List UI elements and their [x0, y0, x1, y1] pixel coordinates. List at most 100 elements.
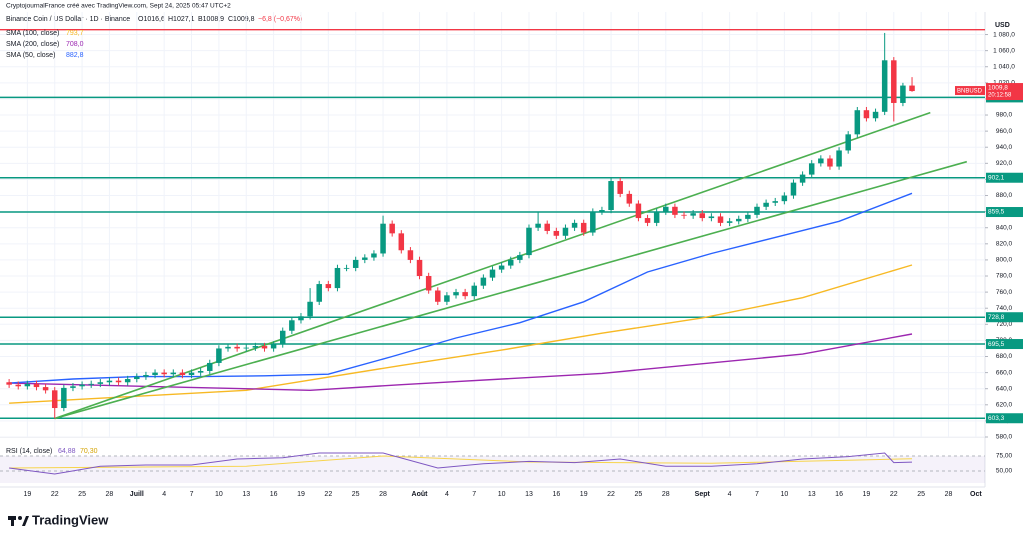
- y-tick-label: 660,0: [996, 369, 1013, 376]
- y-tick-label: 980,0: [996, 112, 1013, 119]
- price-tag-label: 1009,8: [988, 84, 1008, 91]
- ohlc-open: O1016,6: [138, 16, 165, 23]
- candle-body: [562, 227, 569, 236]
- candle-body: [799, 174, 806, 183]
- candle-body: [891, 60, 897, 103]
- candle-body: [6, 382, 12, 385]
- sma-line: [9, 264, 913, 404]
- candle-body: [535, 223, 541, 228]
- x-tick-label: 28: [106, 491, 114, 498]
- x-tick-label: 25: [917, 491, 925, 498]
- candle-body: [380, 223, 386, 254]
- candle-body: [289, 320, 295, 331]
- ohlc-change: −6,8 (−0,67%): [258, 16, 302, 23]
- x-tick-label: 7: [755, 491, 759, 498]
- level-tag-label: 859,5: [988, 209, 1005, 216]
- candle-body: [836, 150, 842, 167]
- candle-body: [672, 206, 678, 215]
- level-tag: [986, 339, 1023, 350]
- legend-label: SMA (200, close): [6, 41, 59, 48]
- candle-body: [900, 85, 906, 103]
- candle-body: [608, 181, 614, 211]
- candle-body: [699, 213, 706, 219]
- watermark: CryptojournalFrance créé avec TradingVie…: [6, 3, 231, 10]
- candle-body: [553, 230, 560, 236]
- plot-area: [0, 12, 985, 437]
- level-tag-label: 695,5: [988, 341, 1005, 348]
- candle-body: [398, 233, 405, 251]
- sma-line: [9, 333, 913, 392]
- x-tick-label: 19: [863, 491, 871, 498]
- x-tick-label: Juill: [130, 491, 144, 498]
- x-tick-label: 28: [945, 491, 953, 498]
- y-tick-label: 920,0: [996, 160, 1013, 167]
- price-tag: [955, 86, 985, 96]
- candle-body: [571, 222, 578, 228]
- candle-body: [161, 372, 167, 375]
- candle-body: [726, 221, 733, 223]
- candle-body: [818, 158, 824, 164]
- candle-body: [745, 214, 751, 219]
- price-tag: [986, 83, 1023, 101]
- y-tick-label: 760,0: [996, 289, 1013, 296]
- candle-body: [599, 210, 605, 212]
- y-tick-label: 620,0: [996, 402, 1013, 409]
- y-tick-label: 1 080,0: [993, 31, 1015, 38]
- candle-body: [863, 110, 870, 119]
- candle-body: [462, 292, 468, 297]
- candle-body: [626, 193, 633, 204]
- rsi-line: [9, 452, 913, 475]
- y-tick-label: 1 040,0: [993, 63, 1015, 70]
- candle-body: [24, 383, 31, 387]
- candle-body: [279, 330, 286, 345]
- level-tag: [986, 172, 1023, 183]
- legend-label: SMA (100, close): [6, 30, 59, 37]
- candle-body: [197, 370, 204, 373]
- legend-label: SMA (50, close): [6, 52, 55, 59]
- candle-body: [188, 372, 195, 376]
- candle-body: [489, 269, 496, 278]
- x-tick-label: 22: [324, 491, 332, 498]
- x-tick-label: Août: [412, 491, 429, 498]
- candle-body: [88, 383, 94, 385]
- candle-body: [316, 284, 322, 302]
- candle-body: [617, 181, 623, 194]
- candle-body: [663, 206, 669, 212]
- candle-body: [134, 376, 140, 380]
- x-tick-label: 16: [835, 491, 843, 498]
- candle-body: [453, 292, 459, 296]
- candle-body: [307, 301, 313, 317]
- ohlc-close: C1009,8: [228, 16, 255, 23]
- x-tick-label: Oct: [970, 491, 982, 498]
- x-tick-label: Sept: [695, 491, 711, 498]
- candle-body: [407, 250, 414, 260]
- x-tick-label: 19: [23, 491, 31, 498]
- legend-value: 793,7: [66, 30, 84, 37]
- y-tick-label: 940,0: [996, 144, 1013, 151]
- candle-body: [371, 253, 377, 258]
- price-tag-symbol: BNBUSD: [957, 89, 983, 95]
- legend-value: 708,0: [66, 41, 84, 48]
- candle-body: [343, 267, 350, 269]
- candle-body: [298, 316, 304, 321]
- brand: TradingView: [32, 512, 109, 527]
- candle-body: [781, 195, 788, 202]
- candle-body: [708, 216, 715, 219]
- x-tick-label: 25: [635, 491, 643, 498]
- candle-body: [170, 372, 177, 375]
- candle-body: [425, 276, 432, 291]
- candle-body: [681, 214, 687, 216]
- brand-logo: [8, 516, 29, 526]
- candle-body: [881, 60, 888, 112]
- x-tick-label: 13: [242, 491, 250, 498]
- sma-line: [9, 192, 913, 384]
- rsi-tick-label: 75,00: [996, 453, 1013, 460]
- x-tick-label: 28: [662, 491, 670, 498]
- x-tick-label: 13: [525, 491, 533, 498]
- candle-body: [827, 158, 833, 167]
- level-tag-label: 902,1: [988, 174, 1005, 181]
- x-tick-label: 10: [780, 491, 788, 498]
- candle-body: [124, 379, 131, 383]
- candle-body: [33, 383, 40, 388]
- y-tick-label: 840,0: [996, 224, 1013, 231]
